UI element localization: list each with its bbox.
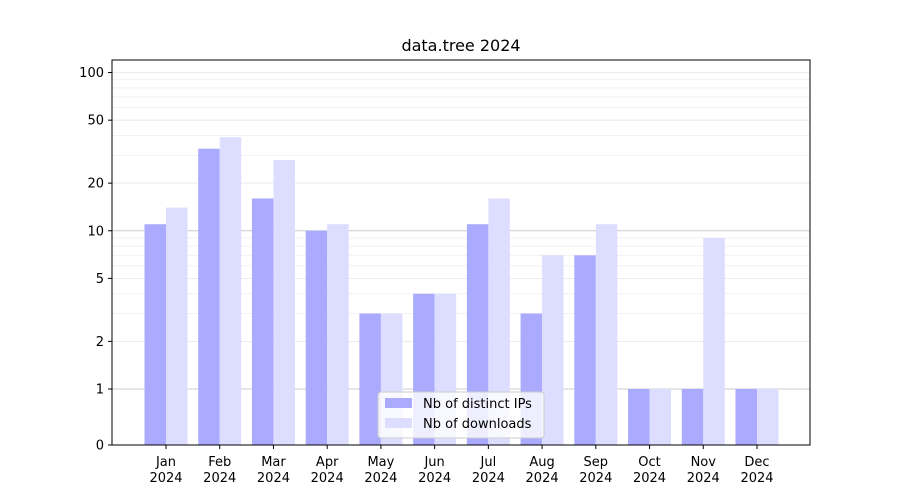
y-tick-label: 5 bbox=[96, 272, 104, 287]
y-tick-label: 20 bbox=[87, 177, 104, 192]
x-tick-label-year: 2024 bbox=[472, 471, 505, 486]
bar-downloads bbox=[595, 224, 618, 445]
x-tick-label-month: Oct bbox=[638, 455, 660, 470]
bar-distinct-ips bbox=[198, 148, 220, 445]
y-axis: 0 1 2 5 10 20 50 100 bbox=[79, 66, 112, 454]
y-tick-label: 2 bbox=[96, 335, 104, 350]
legend-box bbox=[377, 391, 545, 439]
bar-downloads bbox=[757, 389, 779, 445]
x-tick-label-year: 2024 bbox=[418, 471, 451, 486]
x-tick-label-year: 2024 bbox=[633, 471, 666, 486]
bar-downloads bbox=[327, 224, 349, 445]
y-tick-label: 0 bbox=[96, 439, 104, 454]
bar-downloads bbox=[488, 198, 510, 445]
x-tick-label-month: Jan bbox=[155, 455, 176, 470]
bar-downloads bbox=[649, 389, 672, 445]
bar-distinct-ips bbox=[735, 389, 757, 445]
x-tick-label-month: Apr bbox=[316, 455, 339, 470]
x-tick-label-year: 2024 bbox=[203, 471, 236, 486]
bar-distinct-ips bbox=[574, 255, 596, 445]
bar-distinct-ips bbox=[681, 389, 704, 445]
x-tick-label-month: Sep bbox=[584, 455, 609, 470]
bar-distinct-ips bbox=[359, 313, 381, 445]
bar-downloads bbox=[703, 238, 725, 445]
bar-distinct-ips bbox=[251, 198, 274, 445]
y-tick-label: 10 bbox=[87, 224, 104, 239]
legend-swatch bbox=[385, 398, 412, 408]
x-tick-label-year: 2024 bbox=[257, 471, 290, 486]
x-tick-label-month: Feb bbox=[208, 455, 231, 470]
x-tick-label-month: Aug bbox=[529, 455, 554, 470]
x-tick-label-month: Mar bbox=[261, 455, 286, 470]
bar-distinct-ips bbox=[144, 224, 166, 445]
x-tick-label-year: 2024 bbox=[526, 471, 559, 486]
plot-frame bbox=[111, 59, 811, 446]
y-tick-label: 1 bbox=[96, 383, 104, 398]
x-tick-label-year: 2024 bbox=[364, 471, 397, 486]
x-tick-label-month: Jul bbox=[480, 455, 497, 470]
y-tick-label: 100 bbox=[79, 66, 104, 81]
x-tick-label-month: May bbox=[367, 455, 394, 470]
bar-downloads bbox=[219, 137, 242, 446]
bar-downloads bbox=[166, 207, 188, 445]
x-tick-label-year: 2024 bbox=[149, 471, 182, 486]
x-axis: Jan2024Feb2024Mar2024Apr2024May2024Jun20… bbox=[149, 445, 774, 486]
x-tick-label-year: 2024 bbox=[687, 471, 720, 486]
x-tick-label-month: Nov bbox=[691, 455, 717, 470]
chart-title: data.tree 2024 bbox=[401, 36, 520, 55]
y-tick-label: 50 bbox=[87, 114, 104, 129]
bar-downloads bbox=[273, 160, 295, 445]
legend: Nb of distinct IPs Nb of downloads bbox=[377, 391, 545, 439]
x-tick-label-year: 2024 bbox=[740, 471, 773, 486]
x-tick-label-month: Dec bbox=[744, 455, 769, 470]
bar-distinct-ips bbox=[305, 230, 328, 445]
legend-swatch bbox=[385, 418, 412, 428]
x-tick-label-month: Jun bbox=[423, 455, 444, 470]
legend-label: Nb of downloads bbox=[423, 417, 532, 432]
bar-distinct-ips bbox=[628, 389, 650, 445]
x-tick-label-year: 2024 bbox=[579, 471, 612, 486]
x-tick-label-year: 2024 bbox=[311, 471, 344, 486]
bar-downloads bbox=[542, 255, 564, 445]
legend-label: Nb of distinct IPs bbox=[423, 397, 532, 412]
bar-distinct-ips bbox=[466, 224, 489, 445]
